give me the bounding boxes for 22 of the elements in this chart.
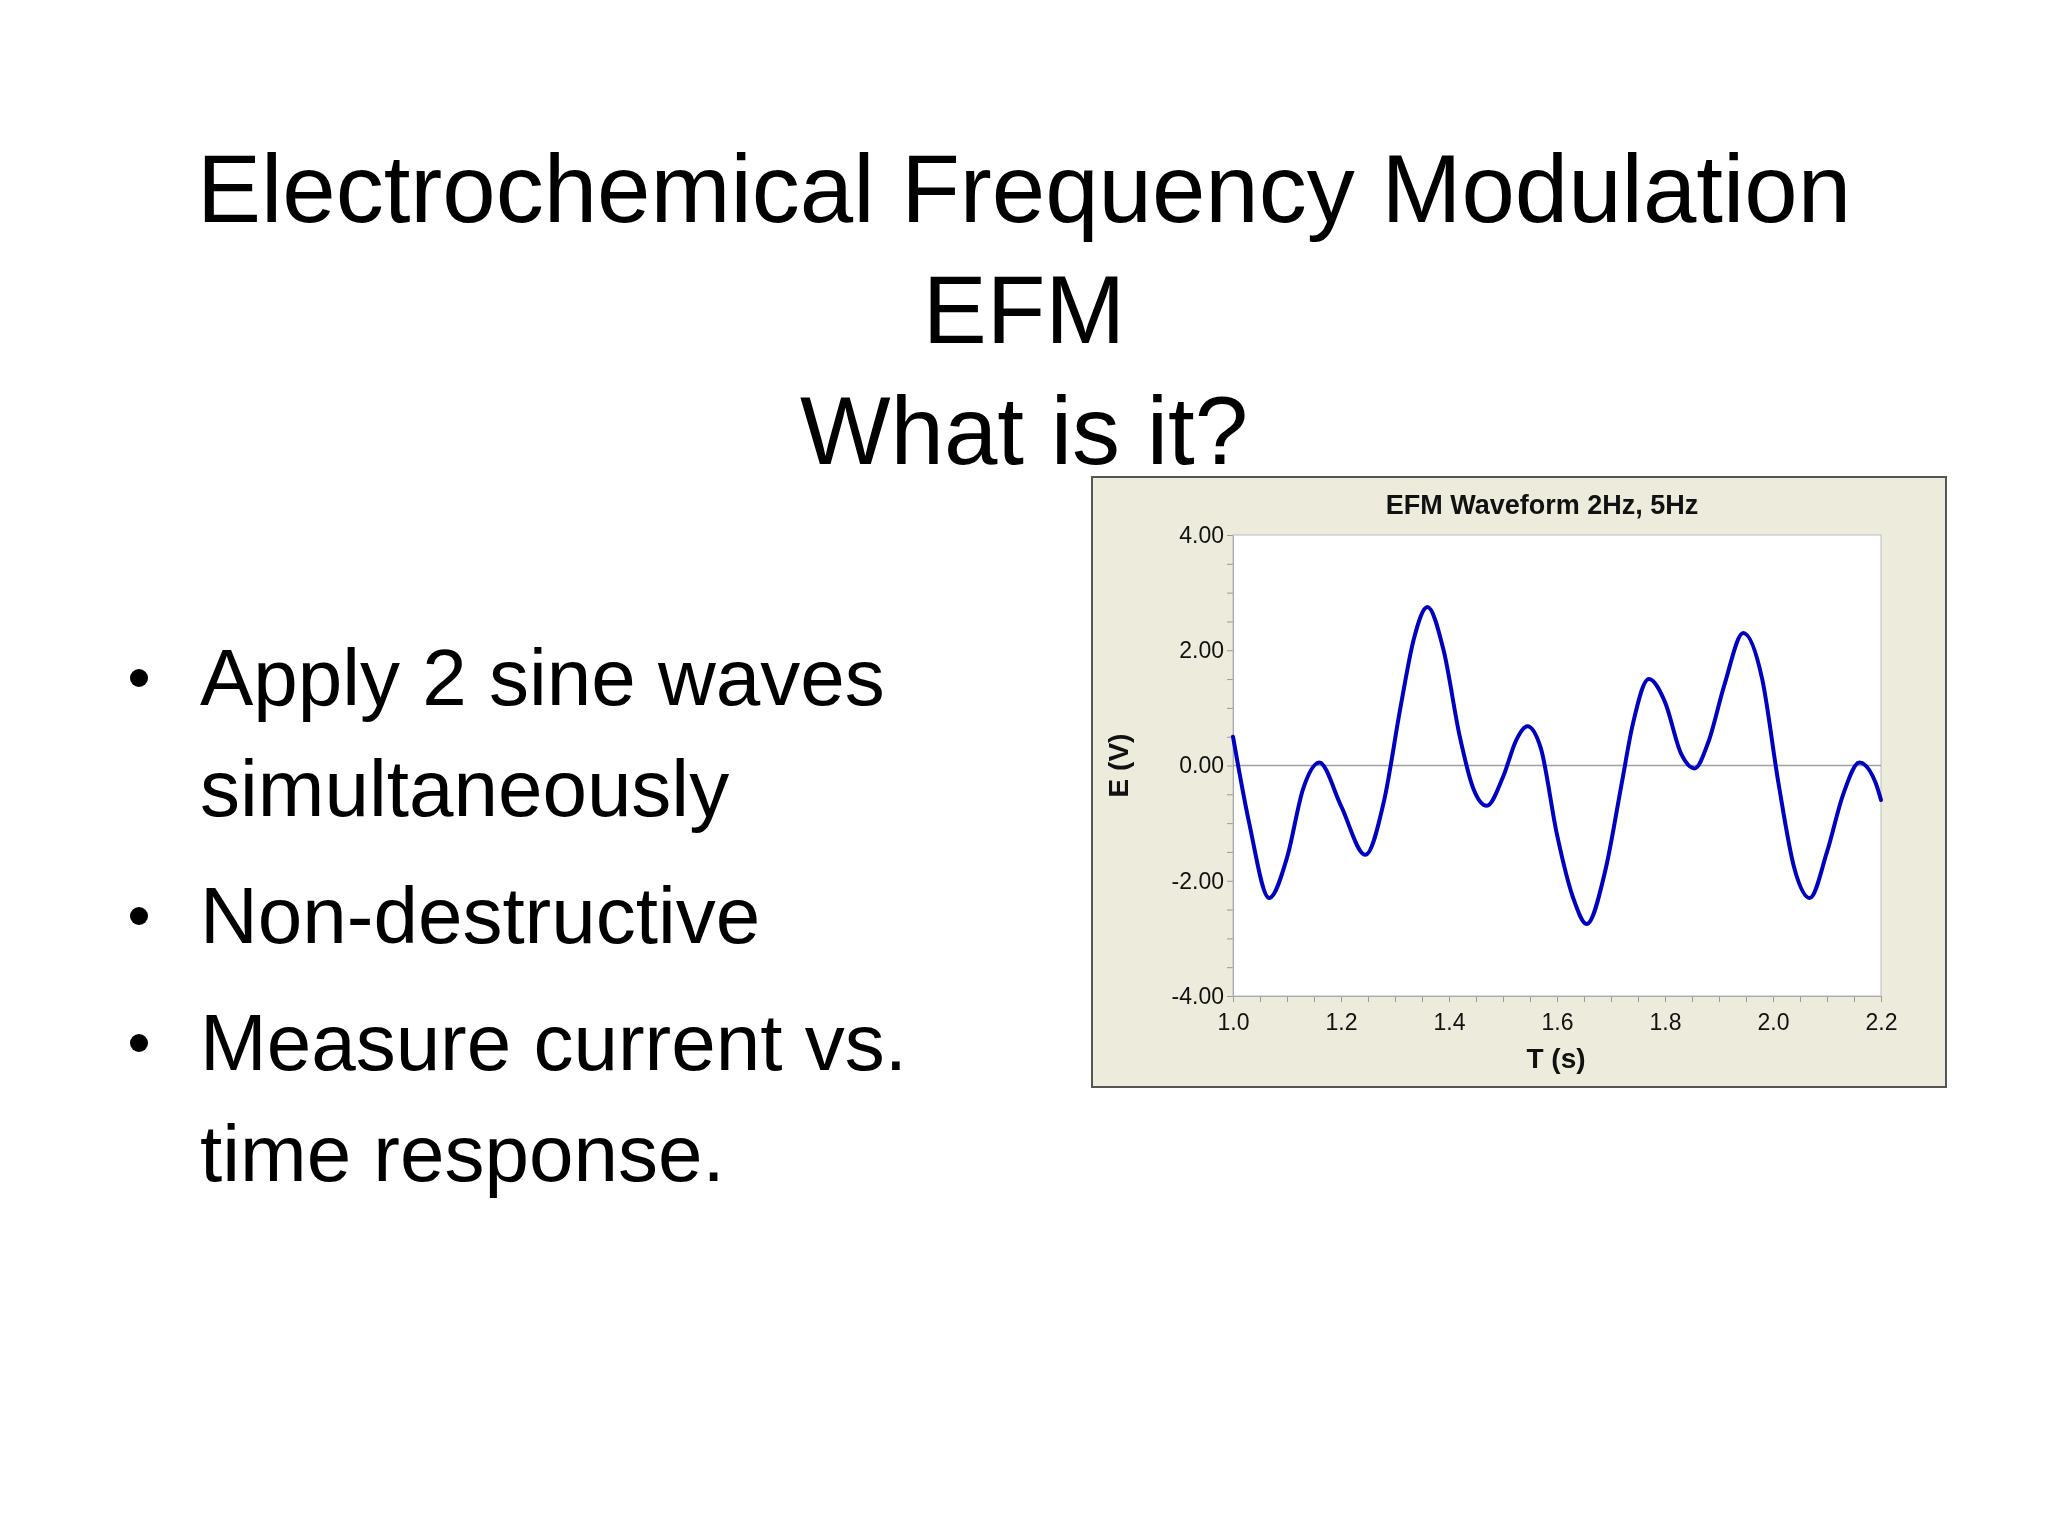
text: Non-destructive (200, 871, 761, 960)
text: EFM (922, 256, 1126, 363)
x-tick-label: 1.8 (1649, 1009, 1682, 1036)
x-axis-title: T (s) (1526, 1043, 1586, 1074)
text: Measure current vs. time response. (200, 998, 907, 1198)
y-tick-label: -4.00 (1171, 982, 1224, 1009)
x-tick-label: 2.2 (1865, 1009, 1898, 1036)
text: Apply 2 sine waves simultaneously (200, 633, 885, 833)
x-tick-label: 1.6 (1541, 1009, 1574, 1036)
y-tick-label: 0.00 (1179, 752, 1224, 779)
y-axis-title: E (V) (1103, 733, 1134, 798)
line-series (1231, 605, 1883, 926)
y-tick-label: -2.00 (1171, 867, 1224, 894)
x-tick-label: 1.0 (1217, 1009, 1250, 1036)
x-tick-label: 2.0 (1757, 1009, 1790, 1036)
x-tick-label: 1.4 (1433, 1009, 1466, 1036)
y-tick-label: 4.00 (1179, 521, 1224, 548)
y-tick-label: 2.00 (1179, 637, 1224, 664)
text: What is it? (799, 377, 1249, 484)
x-tick-label: 1.2 (1325, 1009, 1358, 1036)
chart-title: EFM Waveform 2Hz, 5Hz (1385, 490, 1699, 520)
text: Electrochemical Frequency Modulation (196, 135, 1852, 242)
